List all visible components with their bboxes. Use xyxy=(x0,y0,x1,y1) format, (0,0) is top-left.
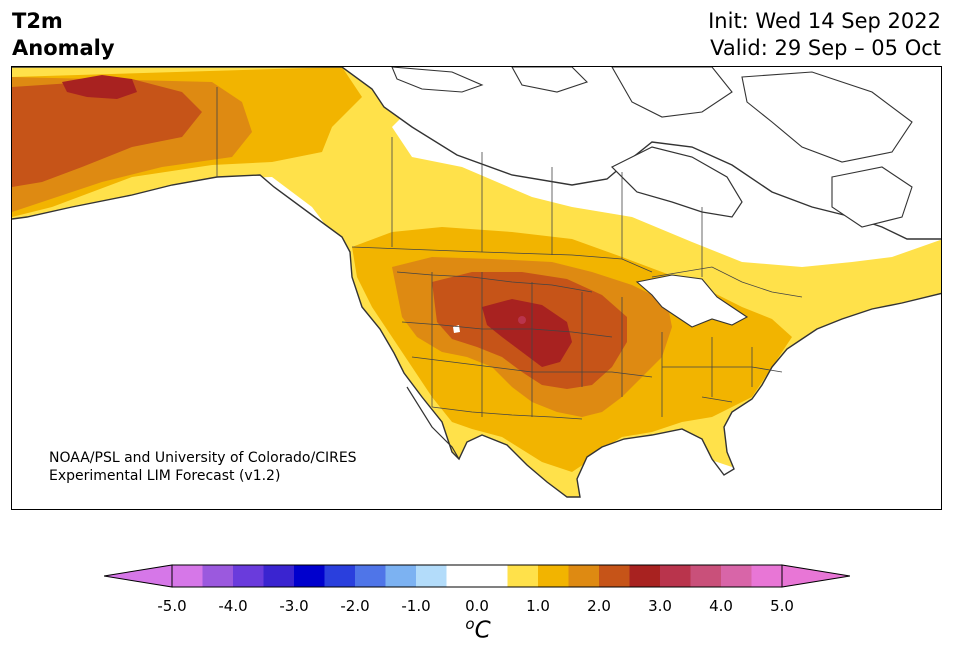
colorbar-tick-label: -3.0 xyxy=(279,597,309,615)
colorbar xyxy=(104,564,850,588)
arctic-islands xyxy=(391,67,913,228)
colorbar-unit-label: oC xyxy=(465,615,490,644)
forecast-dates: Init: Wed 14 Sep 2022 Valid: 29 Sep – 05… xyxy=(708,8,941,62)
unit-main: C xyxy=(474,617,491,644)
contour-2.0-2.5 xyxy=(12,79,202,187)
credit-line1: NOAA/PSL and University of Colorado/CIRE… xyxy=(49,450,357,466)
colorbar-segment xyxy=(446,565,478,587)
colorbar-tick-label: 1.0 xyxy=(526,597,550,615)
title-variable-line2: Anomaly xyxy=(12,36,115,60)
colorbar-tick-label: 5.0 xyxy=(770,597,794,615)
colorbar-tick-label: 3.0 xyxy=(648,597,672,615)
contour-3.0-3.5 xyxy=(518,316,526,324)
colorbar-segment xyxy=(355,565,386,587)
colorbar-segment xyxy=(599,565,630,587)
contour-2.5-3.0-central xyxy=(482,299,572,367)
contour-2.5-3.0-alaska xyxy=(62,75,137,99)
political-borders xyxy=(216,87,803,420)
great-lakes xyxy=(635,274,749,328)
colorbar-tick-label: -1.0 xyxy=(401,597,431,615)
unit-superscript: o xyxy=(465,615,475,633)
colorbar-segment xyxy=(263,565,295,587)
hudson-bay xyxy=(610,146,743,218)
init-date: Init: Wed 14 Sep 2022 xyxy=(708,9,941,33)
map-title: T2m Anomaly xyxy=(12,8,115,62)
valid-period: Valid: 29 Sep – 05 Oct xyxy=(710,36,941,60)
colorbar-segment xyxy=(721,565,752,587)
colorbar-tick-label: 0.0 xyxy=(465,597,489,615)
credit-text: NOAA/PSL and University of Colorado/CIRE… xyxy=(49,449,357,485)
colorbar-segment xyxy=(477,565,508,587)
anomaly-map xyxy=(11,66,942,510)
colorbar-tick-label: -5.0 xyxy=(157,597,187,615)
colorbar-outline xyxy=(171,564,783,588)
colorbar-segment xyxy=(416,565,447,587)
colorbar-tick-label: -4.0 xyxy=(218,597,248,615)
colorbar-segment xyxy=(751,565,783,587)
anomaly-map-svg xyxy=(12,67,941,498)
colorbar-segment xyxy=(629,565,661,587)
colorbar-tick-label: 4.0 xyxy=(709,597,733,615)
colorbar-segment xyxy=(690,565,722,587)
credit-line2: Experimental LIM Forecast (v1.2) xyxy=(49,468,281,484)
colorbar-extend-low xyxy=(104,564,173,588)
colorbar-segment xyxy=(385,565,417,587)
colorbar-segment xyxy=(660,565,691,587)
colorbar-tick-label: 2.0 xyxy=(587,597,611,615)
colorbar-tick-label: -2.0 xyxy=(340,597,370,615)
colorbar-extend-high xyxy=(781,564,850,588)
colorbar-segment xyxy=(507,565,539,587)
colorbar-segment xyxy=(324,565,356,587)
colorbar-segment xyxy=(294,565,325,587)
colorbar-segment xyxy=(233,565,264,587)
title-variable-line1: T2m xyxy=(12,9,63,33)
colorbar-segment xyxy=(172,565,203,587)
colorbar-segment xyxy=(568,565,600,587)
colorbar-segment xyxy=(202,565,234,587)
colorbar-segment xyxy=(538,565,569,587)
baja-california xyxy=(406,386,460,460)
